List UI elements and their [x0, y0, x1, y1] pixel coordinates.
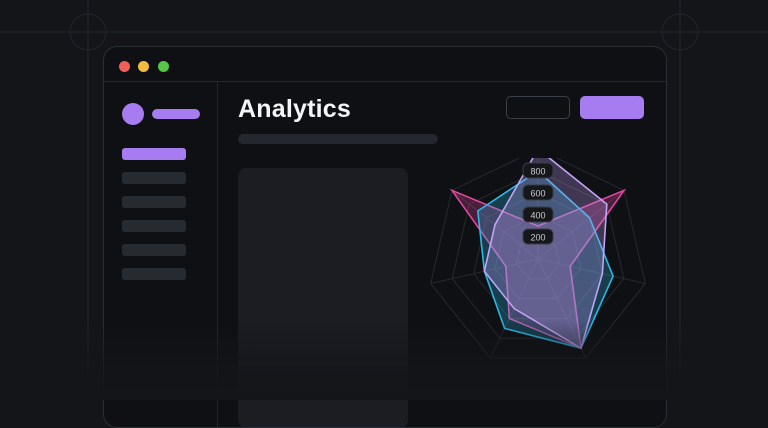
tick-label-bg-2: [522, 206, 554, 223]
tick-label-4: 800: [530, 167, 545, 177]
tick-label-3: 600: [530, 189, 545, 199]
title-bar: [104, 47, 666, 82]
page-title: Analytics: [238, 95, 351, 123]
radar-chart: 2004006008001,000: [430, 158, 646, 359]
tick-label-bg-1: [522, 228, 554, 245]
tick-label-2: 400: [530, 211, 545, 221]
radar-grid-ring-3: [473, 192, 603, 319]
radar-grid-ring-1: [516, 236, 560, 280]
radar-grid-ring-2: [494, 214, 582, 300]
sidebar: [104, 82, 218, 427]
content-card: [238, 168, 408, 427]
close-window-button[interactable]: [119, 61, 130, 72]
subtitle-placeholder: [238, 134, 438, 144]
avatar[interactable]: [122, 103, 144, 125]
sidebar-item-6[interactable]: [122, 268, 186, 280]
minimize-window-button[interactable]: [138, 61, 149, 72]
secondary-button[interactable]: [506, 96, 570, 119]
tick-label-1: 200: [530, 233, 545, 243]
maximize-window-button[interactable]: [158, 61, 169, 72]
sidebar-item-5[interactable]: [122, 244, 186, 256]
radar-spoke-3: [537, 258, 646, 284]
sidebar-item-1[interactable]: [122, 148, 186, 160]
radar-spoke-2: [537, 190, 625, 260]
tick-label-bg-3: [522, 184, 554, 201]
sidebar-item-3[interactable]: [122, 196, 186, 208]
tick-label-bg-4: [522, 162, 554, 179]
sidebar-item-2[interactable]: [122, 172, 186, 184]
brand-placeholder: [152, 109, 200, 119]
sidebar-item-4[interactable]: [122, 220, 186, 232]
primary-button[interactable]: [580, 96, 644, 119]
